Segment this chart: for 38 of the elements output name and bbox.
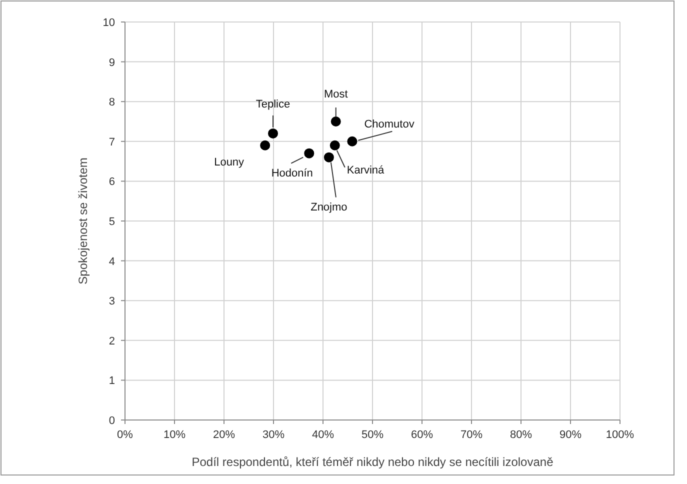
x-axis-title: Podíl respondentů, kteří téměř nikdy nebo nikdy se necítili izolovaně: [192, 455, 554, 469]
point: [347, 136, 358, 146]
series-label: Hodonín: [271, 167, 313, 180]
point: [330, 116, 341, 126]
y-tick-label: 8: [108, 96, 115, 109]
point: [304, 148, 314, 158]
y-tick-label: 2: [108, 335, 115, 348]
y-tick-label: 6: [108, 176, 115, 188]
x-tick-label: 20%: [212, 429, 236, 441]
y-tick-label: 9: [108, 56, 115, 69]
x-tick-label: 50%: [361, 429, 384, 441]
y-tick-label: 0: [108, 415, 115, 427]
text: Znojmo: [310, 201, 348, 214]
x-tick-label: 40%: [312, 429, 334, 441]
y-tick-label: 1: [108, 375, 115, 388]
y-tick-label: 3: [108, 296, 115, 308]
point: [268, 128, 278, 138]
y-axis-title: Spokojenost se životem: [76, 158, 90, 284]
x-tick-label: 90%: [559, 429, 582, 441]
series-label: Chomutov: [364, 118, 415, 130]
point: [260, 140, 270, 150]
y-tick-label: 10: [102, 17, 115, 29]
point: [330, 140, 340, 150]
x-tick-label: 100%: [606, 429, 634, 441]
x-tick-label: 60%: [410, 429, 434, 441]
text: Teplice: [256, 98, 290, 110]
series-label: Most: [324, 88, 348, 100]
y-tick-label: 4: [108, 256, 115, 268]
series-label: Karviná: [346, 164, 386, 176]
point: [324, 152, 334, 162]
y-tick-label: 5: [108, 216, 115, 228]
series-label: Louny: [214, 156, 245, 168]
x-tick-label: 10%: [163, 429, 186, 441]
x-tick-label: 30%: [262, 429, 285, 441]
x-tick-label: 0%: [117, 429, 134, 441]
x-tick-label: 80%: [510, 429, 532, 441]
y-tick-label: 7: [108, 136, 115, 148]
x-tick-label: 70%: [460, 429, 483, 441]
